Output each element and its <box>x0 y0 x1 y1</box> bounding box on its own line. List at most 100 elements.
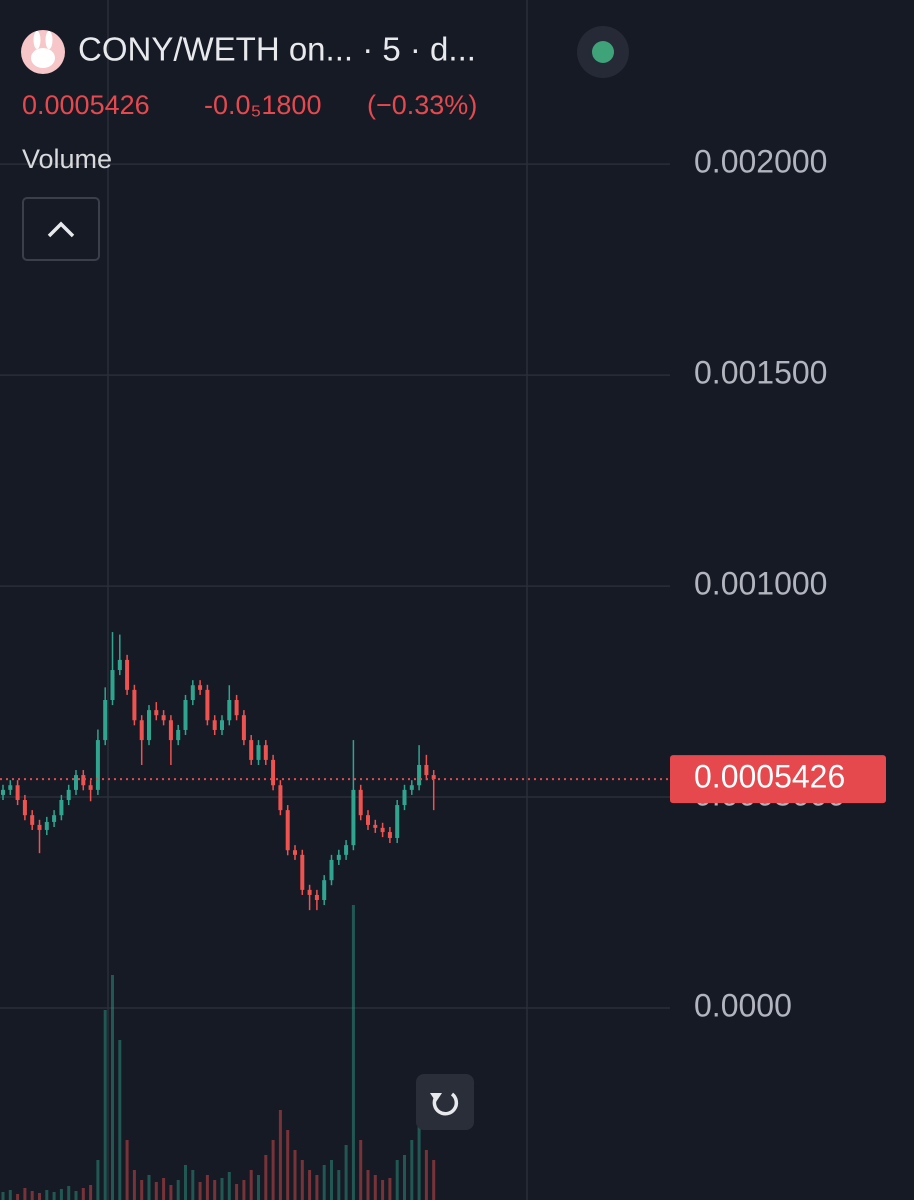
volume-bar <box>351 905 355 1200</box>
volume-bar <box>147 1175 151 1200</box>
volume-bar <box>395 1160 399 1200</box>
candle-body <box>81 775 86 786</box>
volume-bar <box>1 1192 5 1200</box>
volume-bar <box>111 975 114 1200</box>
candle-body <box>278 785 283 811</box>
candle-body <box>22 800 27 816</box>
candle-body <box>103 700 108 741</box>
candle-body <box>293 850 297 855</box>
candle-body <box>314 894 319 900</box>
candle-body <box>373 824 378 828</box>
candle-body <box>409 785 414 790</box>
candle-body <box>8 785 13 790</box>
volume-bar <box>52 1192 56 1200</box>
candle-body <box>125 659 130 690</box>
volume-bar <box>213 1180 217 1200</box>
volume-bar <box>417 1110 421 1200</box>
volume-bar <box>271 1140 275 1200</box>
reset-button[interactable] <box>416 1074 474 1130</box>
candle-body <box>161 715 166 721</box>
candle-body <box>117 659 122 671</box>
price-change: -0.0₅1800 <box>204 90 321 120</box>
token-icon-ear <box>45 31 53 49</box>
volume-bar <box>424 1150 428 1200</box>
candle-body <box>431 775 436 780</box>
token-icon-face <box>31 48 55 68</box>
candle-body <box>263 745 268 760</box>
last-price-tag <box>670 755 886 804</box>
volume-bar <box>220 1178 224 1200</box>
candle-body <box>344 845 349 855</box>
volume-bar <box>38 1193 41 1200</box>
candle-body <box>329 859 334 881</box>
volume-bar <box>103 1010 107 1200</box>
candle-body <box>110 670 115 700</box>
volume-bar <box>191 1170 195 1200</box>
candle-body <box>88 785 93 790</box>
volume-bar <box>286 1130 290 1200</box>
volume-bar <box>154 1182 158 1200</box>
volume-bar <box>373 1175 377 1200</box>
candle-body <box>424 764 429 776</box>
volume-bar <box>16 1194 20 1200</box>
candle-body <box>241 715 246 741</box>
volume-bar <box>184 1165 187 1200</box>
collapse-button[interactable] <box>22 197 100 261</box>
candle-body <box>307 889 312 895</box>
candle-body <box>205 689 210 721</box>
candle-body <box>1 789 5 795</box>
volume-bar <box>67 1186 71 1200</box>
volume-bar <box>81 1188 85 1200</box>
candle-body <box>190 685 195 700</box>
candle-body <box>271 759 276 786</box>
candle-body <box>227 700 232 721</box>
candle-body <box>15 785 20 800</box>
candle-body <box>52 815 57 822</box>
volume-bar <box>388 1178 392 1200</box>
volume-bar <box>322 1165 326 1200</box>
volume-bar <box>410 1140 414 1200</box>
volume-bar <box>330 1160 333 1200</box>
chart-title: CONY/WETH on... · 5 · d... <box>78 31 476 68</box>
volume-bar <box>8 1190 12 1200</box>
volume-bar <box>169 1185 173 1200</box>
candle-body <box>183 700 188 730</box>
candle-body <box>95 740 100 790</box>
volume-bar <box>264 1155 268 1200</box>
last-price-tag-label: 0.0005426 <box>694 759 845 795</box>
volume-bar <box>140 1180 144 1200</box>
reset-button-frame[interactable] <box>416 1074 474 1130</box>
candle-body <box>249 740 254 760</box>
volume-bar <box>227 1172 231 1200</box>
candle-body <box>132 689 137 721</box>
plot: 0.0020000.0015000.0010000.00050000.00000… <box>0 144 886 1200</box>
candle-body <box>351 789 356 846</box>
last-price: 0.0005426 <box>22 90 150 120</box>
candle-body <box>285 810 290 851</box>
candle-body <box>300 854 305 890</box>
candle-body <box>66 789 71 800</box>
candle-body <box>44 821 49 830</box>
volume-bar <box>205 1175 209 1200</box>
status-dot <box>592 41 614 63</box>
reset-icon <box>432 1092 459 1116</box>
volume-bar <box>118 1040 122 1200</box>
volume-bar <box>242 1180 246 1200</box>
volume-bar <box>359 1140 363 1200</box>
price-change-pct: (−0.33%) <box>367 90 477 120</box>
collapse-button-frame[interactable] <box>22 197 100 261</box>
volume-bar <box>23 1188 27 1200</box>
volume-bar <box>403 1155 406 1200</box>
volume-bar <box>249 1170 253 1200</box>
volume-bar <box>315 1175 319 1200</box>
volume-bar <box>300 1160 304 1200</box>
volume-bar <box>30 1191 34 1200</box>
candle-body <box>358 789 363 816</box>
candle-body <box>395 805 400 838</box>
y-tick-label: 0.002000 <box>694 144 827 180</box>
volume-bar <box>293 1150 297 1200</box>
volume-bar <box>125 1140 129 1200</box>
y-tick-label: 0.001500 <box>694 355 827 391</box>
y-tick-label: 0.0000 <box>694 987 792 1023</box>
